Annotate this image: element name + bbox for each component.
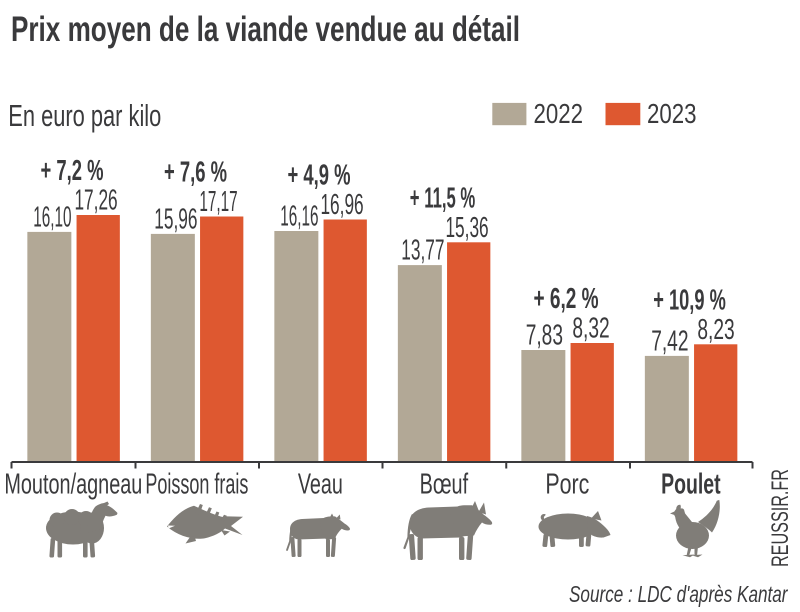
svg-text:7,42: 7,42 bbox=[651, 325, 688, 357]
svg-text:+ 4,9 %: + 4,9 % bbox=[288, 160, 351, 192]
svg-text:Poisson frais: Poisson frais bbox=[145, 469, 248, 501]
svg-text:+ 7,2 %: + 7,2 % bbox=[41, 155, 104, 187]
svg-text:En euro par kilo: En euro par kilo bbox=[8, 98, 161, 133]
svg-text:+ 7,6 %: + 7,6 % bbox=[164, 157, 227, 189]
svg-text:8,32: 8,32 bbox=[572, 313, 609, 345]
svg-text:+ 10,9 %: + 10,9 % bbox=[653, 284, 726, 316]
svg-text:2022: 2022 bbox=[534, 98, 584, 129]
svg-text:16,10: 16,10 bbox=[33, 201, 71, 233]
svg-text:REUSSIR.FR: REUSSIR.FR bbox=[767, 469, 794, 567]
svg-text:Veau: Veau bbox=[298, 469, 343, 501]
svg-text:13,77: 13,77 bbox=[401, 235, 444, 267]
svg-text:Mouton/agneau: Mouton/agneau bbox=[4, 469, 142, 501]
svg-text:Poulet: Poulet bbox=[661, 469, 721, 501]
svg-text:16,96: 16,96 bbox=[320, 189, 363, 221]
svg-text:2023: 2023 bbox=[647, 98, 697, 129]
svg-text:Bœuf: Bœuf bbox=[420, 469, 469, 501]
svg-text:+ 11,5 %: + 11,5 % bbox=[410, 182, 476, 214]
svg-text:17,17: 17,17 bbox=[199, 186, 237, 218]
svg-text:15,96: 15,96 bbox=[154, 203, 197, 235]
svg-text:Prix moyen de la viande vendue: Prix moyen de la viande vendue au détail bbox=[11, 10, 520, 49]
svg-text:+ 6,2 %: + 6,2 % bbox=[534, 283, 599, 315]
svg-text:Porc: Porc bbox=[545, 469, 589, 501]
svg-text:7,83: 7,83 bbox=[526, 320, 563, 352]
svg-text:8,23: 8,23 bbox=[697, 314, 734, 346]
svg-text:17,26: 17,26 bbox=[74, 185, 117, 217]
svg-text:16,16: 16,16 bbox=[280, 201, 318, 233]
svg-text:15,36: 15,36 bbox=[445, 212, 488, 244]
svg-text:Source : LDC d'après Kantar: Source : LDC d'après Kantar bbox=[569, 581, 788, 607]
